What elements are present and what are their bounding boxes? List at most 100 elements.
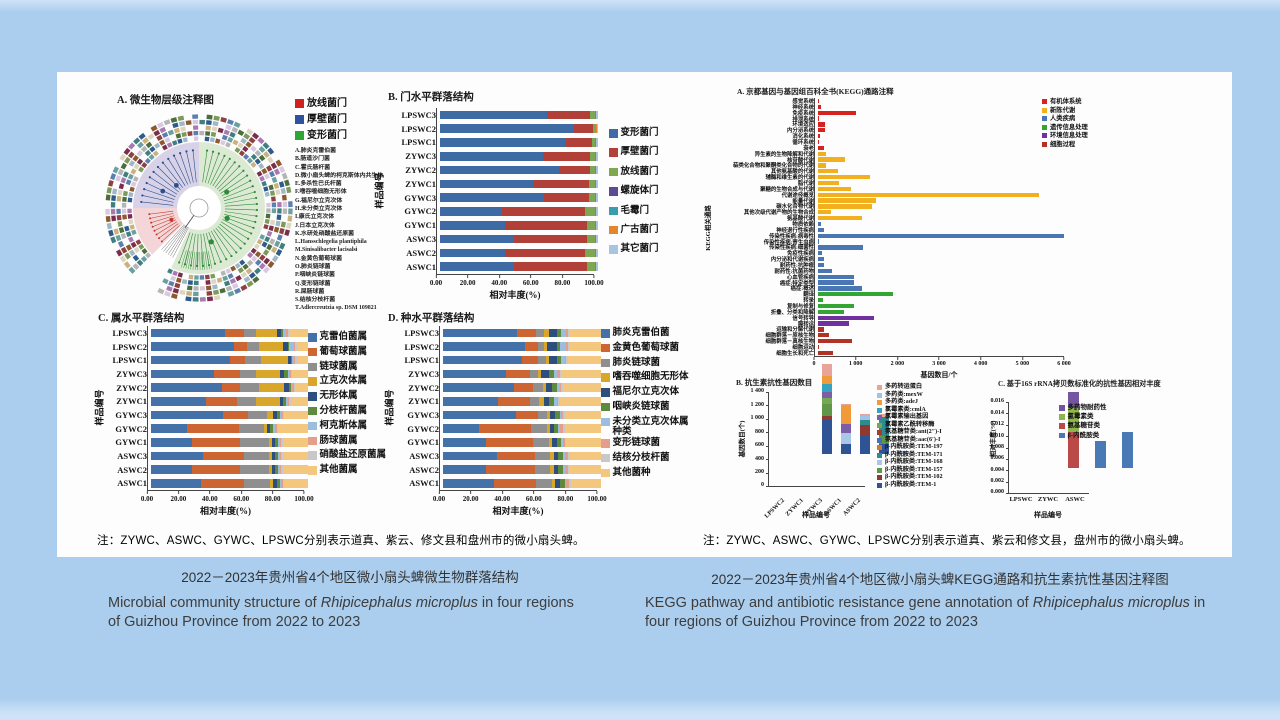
kegg-bar-track <box>818 215 1068 221</box>
legend-swatch <box>308 466 317 475</box>
bar-row: ZYWC1 <box>107 394 308 408</box>
bar-segment <box>529 369 538 379</box>
kegg-row-label: 运输和分解代谢 <box>776 327 814 334</box>
bar-segment <box>440 207 502 216</box>
branch-line <box>218 170 244 192</box>
x-tick-label: ASWC <box>1065 496 1085 503</box>
bar-segment <box>567 342 570 351</box>
bar-segment <box>151 479 202 488</box>
bar-segment <box>271 438 275 447</box>
bar-track <box>443 383 601 392</box>
kegg-row-label: 折叠、分类和降解 <box>770 309 814 316</box>
bar-track <box>440 193 598 202</box>
bar-segment <box>548 369 554 379</box>
bar-segment <box>274 465 279 474</box>
kegg-bar <box>818 286 863 291</box>
bar-segment <box>556 328 562 338</box>
ring-tile <box>237 129 245 137</box>
ring-tile <box>170 275 177 282</box>
kegg-row: 消化系统 <box>714 133 1068 140</box>
legend-item: 多药类:adeJ <box>877 398 943 407</box>
ring-tile <box>144 149 152 157</box>
legend-swatch <box>601 468 610 478</box>
bar-segment <box>596 152 598 161</box>
y-axis-line <box>436 108 437 274</box>
ring-tile <box>254 267 262 275</box>
ring-tile <box>122 190 128 197</box>
tree-center <box>177 186 221 230</box>
bar-segment <box>243 479 271 488</box>
legend-item: 立克次体属 <box>308 376 386 391</box>
ring-tile <box>234 262 241 269</box>
ring-tile <box>136 150 144 157</box>
kegg-row: 膜转运 <box>714 321 1068 328</box>
bar-segment <box>281 465 283 474</box>
bar-segment <box>547 424 551 433</box>
bar-segment <box>287 397 290 406</box>
ring-tile <box>237 142 244 149</box>
ring-tile <box>248 136 256 144</box>
kegg-row: 耐药性:抗肿瘤 <box>714 262 1068 269</box>
ring-tile <box>185 120 192 126</box>
bar-track <box>440 138 598 147</box>
tick-mark <box>561 274 563 278</box>
ring-tile <box>258 145 266 153</box>
ring-tile <box>271 255 279 263</box>
ring-tile <box>240 137 247 145</box>
ring-tile <box>263 257 271 265</box>
tick-mark <box>1021 356 1023 360</box>
legend-label: 多药类:mexW <box>885 390 923 398</box>
bar-track <box>440 221 598 230</box>
x-tick-label: 80.00 <box>558 491 573 503</box>
tick-mark <box>766 432 768 434</box>
bar-row-label: ASWC2 <box>117 464 147 475</box>
ring-tile <box>108 229 114 237</box>
legend-label: 金黄色葡萄球菌 <box>612 342 680 353</box>
ring-tile <box>157 288 165 295</box>
legend-swatch <box>877 467 882 473</box>
ring-tile <box>211 126 218 132</box>
ring-tile <box>125 244 132 251</box>
branch-line <box>202 150 208 183</box>
bar-segment <box>558 451 564 461</box>
x-tick-label: 1 000 <box>849 356 862 367</box>
legend-label: 无形体属 <box>319 391 358 402</box>
bar-row-label: ZYWC3 <box>405 151 436 162</box>
bar-segment <box>590 110 595 120</box>
bar-track <box>151 479 308 488</box>
right-caption-zh: 2022－2023年贵州省4个地区微小扇头蜱KEGG通路和抗生素抗性基因注释图 <box>711 572 1169 587</box>
tick-mark <box>272 491 274 495</box>
right-panel-a-title: A. 京都基因与基因组百科全书(KEGG)通路注释 <box>737 87 894 96</box>
legend-swatch <box>1042 99 1047 104</box>
ring-tile <box>264 173 270 180</box>
kegg-bar <box>818 174 871 180</box>
legend-item: 其他菌种 <box>601 468 695 483</box>
kegg-bar-track <box>818 268 1068 273</box>
ring-tile <box>209 137 215 143</box>
legend-label: 葡萄球菌属 <box>319 346 368 357</box>
left-panel-b-title: B. 门水平群落结构 <box>388 92 474 103</box>
branch-line <box>205 232 216 264</box>
bar-segment <box>558 397 560 406</box>
branch-line <box>202 251 206 270</box>
leaf-node <box>255 196 258 200</box>
kegg-bar <box>818 298 823 303</box>
leaf-node <box>178 261 181 264</box>
ring-tile <box>132 254 140 262</box>
legend-swatch <box>1042 124 1047 130</box>
kegg-bar <box>818 309 844 315</box>
figure-card: A. 微生物层级注释图 放线菌门 厚壁菌门 变形菌门 A.肺炎克雷伯菌 B.肠道沙门菌… <box>57 72 1232 557</box>
bar-segment <box>537 369 541 379</box>
legend-item: 氯霉素输出基因 <box>877 413 943 422</box>
ring-tile <box>172 288 180 294</box>
ring-tile <box>204 136 210 142</box>
bar-segment <box>533 383 543 392</box>
kegg-bar <box>818 245 864 250</box>
bar-segment <box>841 443 851 454</box>
ring-tile <box>213 115 220 121</box>
ring-tile <box>110 173 117 180</box>
x-tick-label: 20.00 <box>171 491 186 503</box>
legend-swatch <box>877 445 882 450</box>
bar-segment <box>268 465 272 474</box>
